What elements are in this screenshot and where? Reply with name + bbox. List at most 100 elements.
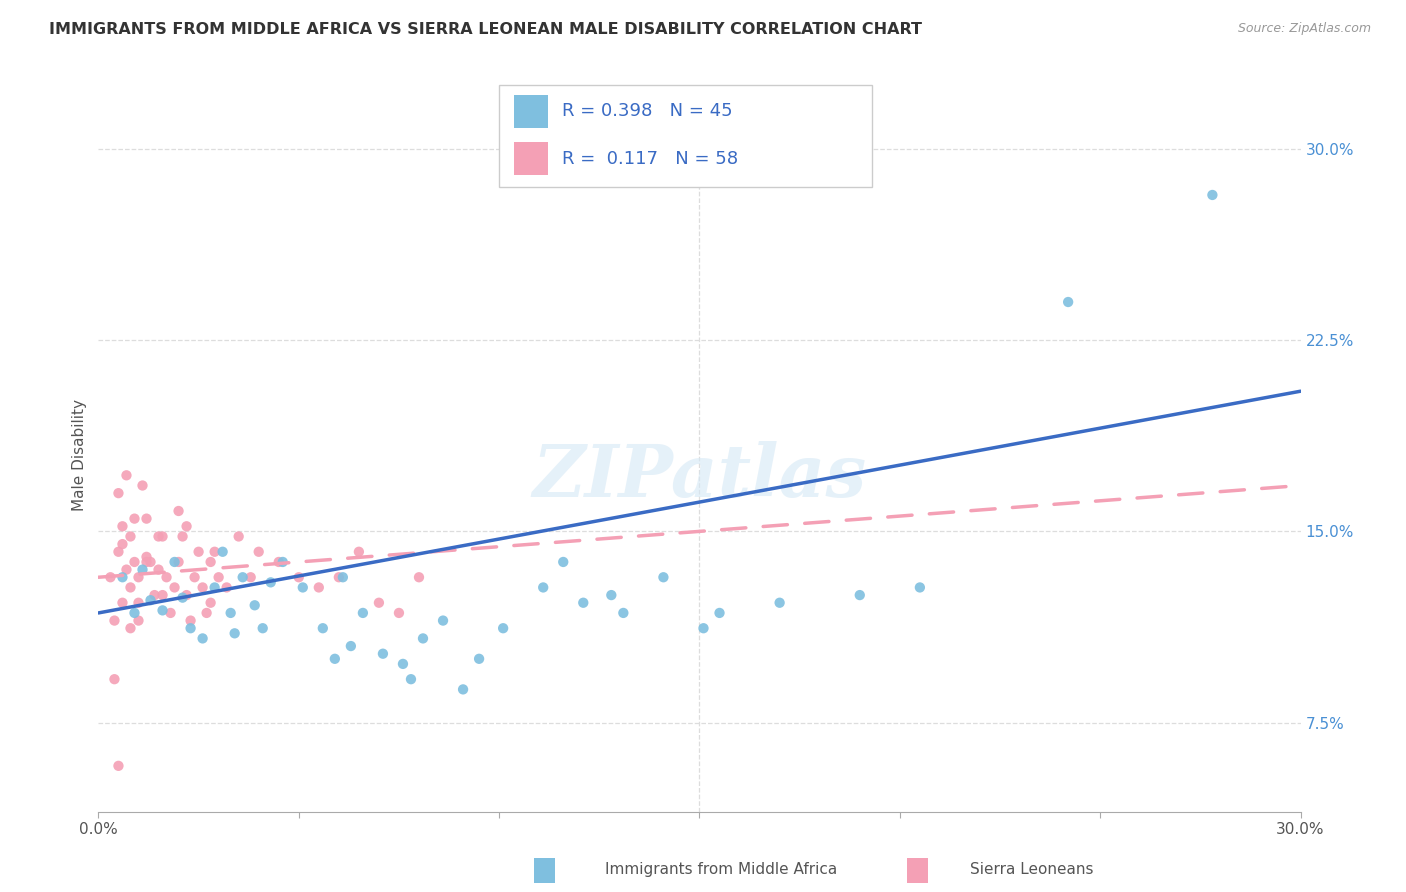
Point bbox=[451, 682, 474, 697]
Point bbox=[191, 632, 214, 646]
Point bbox=[148, 529, 170, 543]
Point bbox=[120, 529, 142, 543]
Point bbox=[163, 581, 186, 595]
Point bbox=[191, 581, 214, 595]
Point bbox=[128, 614, 150, 628]
Point bbox=[1057, 295, 1080, 310]
Point bbox=[243, 599, 266, 613]
Point bbox=[200, 596, 222, 610]
Point bbox=[252, 621, 274, 635]
Point bbox=[111, 570, 134, 584]
Point bbox=[271, 555, 294, 569]
Point bbox=[553, 555, 575, 569]
Text: R = 0.398   N = 45: R = 0.398 N = 45 bbox=[562, 103, 733, 120]
Point bbox=[131, 563, 153, 577]
Point bbox=[849, 588, 872, 602]
Text: Source: ZipAtlas.com: Source: ZipAtlas.com bbox=[1237, 22, 1371, 36]
Point bbox=[368, 596, 391, 610]
Point bbox=[908, 581, 931, 595]
Point bbox=[769, 596, 792, 610]
Point bbox=[224, 626, 246, 640]
Bar bbox=[515, 95, 547, 128]
Point bbox=[492, 621, 515, 635]
Point bbox=[183, 570, 205, 584]
Point bbox=[131, 478, 153, 492]
Point bbox=[176, 519, 198, 533]
Point bbox=[107, 759, 129, 773]
Point bbox=[176, 588, 198, 602]
Point bbox=[323, 652, 346, 666]
Point bbox=[328, 570, 350, 584]
Point bbox=[371, 647, 394, 661]
Point bbox=[115, 468, 138, 483]
Bar bbox=[515, 142, 547, 175]
Point bbox=[152, 529, 174, 543]
Y-axis label: Male Disability: Male Disability bbox=[72, 399, 87, 511]
Point bbox=[232, 570, 254, 584]
Point bbox=[211, 545, 233, 559]
Point bbox=[432, 614, 454, 628]
Point bbox=[128, 570, 150, 584]
Point bbox=[111, 537, 134, 551]
Point bbox=[291, 581, 314, 595]
Point bbox=[155, 570, 177, 584]
Point bbox=[135, 511, 157, 525]
Point bbox=[187, 545, 209, 559]
Point bbox=[408, 570, 430, 584]
Point bbox=[332, 570, 354, 584]
Point bbox=[195, 606, 218, 620]
Point bbox=[204, 581, 226, 595]
Point bbox=[260, 575, 283, 590]
Point bbox=[167, 504, 190, 518]
Point bbox=[312, 621, 335, 635]
Point bbox=[412, 632, 434, 646]
Point bbox=[167, 555, 190, 569]
Point bbox=[1201, 188, 1223, 202]
Point bbox=[135, 549, 157, 564]
Point bbox=[152, 588, 174, 602]
Point bbox=[111, 519, 134, 533]
Point bbox=[340, 639, 363, 653]
Point bbox=[468, 652, 491, 666]
Point bbox=[143, 588, 166, 602]
Text: ZIPatlas: ZIPatlas bbox=[533, 441, 866, 512]
Point bbox=[163, 555, 186, 569]
Point bbox=[572, 596, 595, 610]
Point bbox=[652, 570, 675, 584]
Point bbox=[159, 606, 181, 620]
Text: R =  0.117   N = 58: R = 0.117 N = 58 bbox=[562, 150, 738, 168]
Point bbox=[239, 570, 262, 584]
Point bbox=[120, 621, 142, 635]
Point bbox=[347, 545, 370, 559]
Point bbox=[172, 591, 194, 605]
Point bbox=[215, 581, 238, 595]
Point bbox=[107, 545, 129, 559]
Point bbox=[172, 529, 194, 543]
Point bbox=[392, 657, 415, 671]
Point bbox=[219, 606, 242, 620]
Point bbox=[180, 621, 202, 635]
Point bbox=[152, 603, 174, 617]
Point bbox=[247, 545, 270, 559]
Point bbox=[267, 555, 290, 569]
Point bbox=[128, 596, 150, 610]
Point bbox=[692, 621, 714, 635]
Point bbox=[124, 511, 146, 525]
Point bbox=[124, 555, 146, 569]
Point bbox=[103, 614, 125, 628]
Point bbox=[120, 581, 142, 595]
Point bbox=[308, 581, 330, 595]
Point bbox=[204, 545, 226, 559]
Point bbox=[388, 606, 411, 620]
Text: Immigrants from Middle Africa: Immigrants from Middle Africa bbox=[605, 863, 837, 877]
Point bbox=[111, 596, 134, 610]
Point bbox=[399, 672, 422, 686]
FancyBboxPatch shape bbox=[499, 85, 872, 187]
Point bbox=[115, 563, 138, 577]
Point bbox=[139, 555, 162, 569]
Point bbox=[103, 672, 125, 686]
Point bbox=[600, 588, 623, 602]
Text: Sierra Leoneans: Sierra Leoneans bbox=[970, 863, 1094, 877]
Point bbox=[100, 570, 122, 584]
Point bbox=[228, 529, 250, 543]
